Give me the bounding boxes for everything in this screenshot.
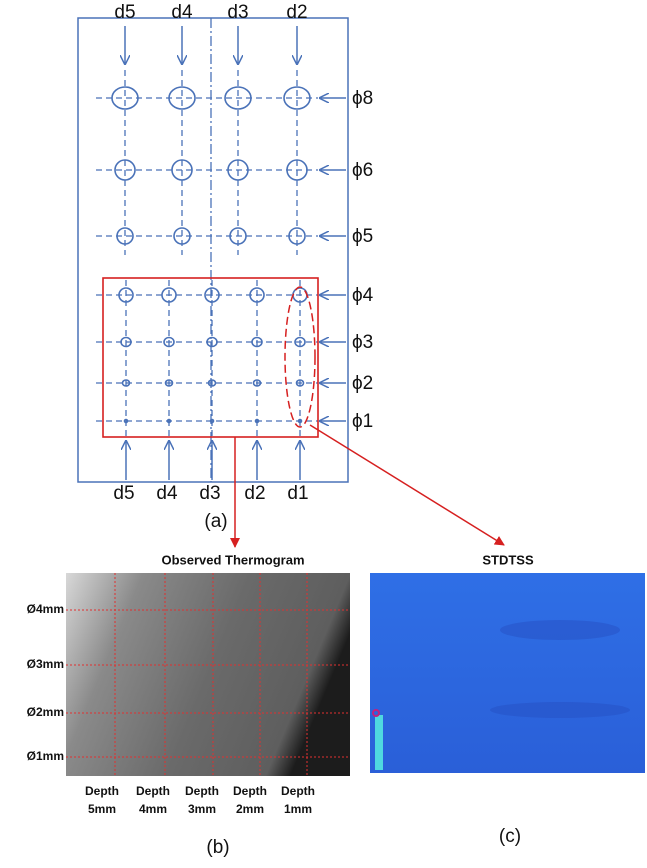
- row-label: Ø3mm: [27, 657, 64, 671]
- defect-shade: [490, 702, 630, 718]
- column-label: Depth: [281, 784, 315, 798]
- row-label: ϕ6: [352, 160, 373, 181]
- hole: [283, 86, 311, 110]
- column-label: d3: [227, 2, 248, 23]
- hole: [111, 86, 139, 110]
- column-label: d3: [199, 483, 220, 504]
- row-label: Ø4mm: [27, 602, 64, 616]
- row-label: ϕ4: [352, 285, 374, 306]
- stdtss-image: [370, 573, 645, 773]
- row-label: Ø2mm: [27, 705, 64, 719]
- column-label: d5: [114, 2, 135, 23]
- panel-a-geometry: ϕ8 ϕ6 ϕ5 ϕ4 ϕ3 ϕ2 ϕ1 d5 d4 d3 d2 d5 d4 d3 d2 d1: [96, 2, 374, 504]
- hole: [120, 336, 132, 348]
- column-label: Depth: [85, 784, 119, 798]
- column-label: d2: [244, 483, 265, 504]
- hole: [168, 86, 196, 110]
- defect-shade: [500, 620, 620, 640]
- hole: [206, 336, 218, 348]
- row-label: Ø1mm: [27, 749, 64, 763]
- column-label: 4mm: [139, 802, 167, 816]
- row-label: ϕ2: [352, 373, 373, 394]
- hole: [163, 336, 175, 348]
- caption: (a): [204, 511, 227, 532]
- row-label: ϕ8: [352, 88, 373, 109]
- red-arrow: [309, 424, 505, 546]
- column-label: d4: [171, 2, 193, 23]
- panel-b-geometry: Ø4mm Ø3mm Ø2mm Ø1mm Depth 5mm Depth 4mm Depth 3mm…: [27, 573, 350, 816]
- row-label: ϕ1: [352, 411, 373, 432]
- thermogram-image: [66, 573, 350, 776]
- panel-title: Observed Thermogram: [161, 552, 304, 567]
- caption: (b): [206, 837, 229, 858]
- edge-artifact: [372, 709, 380, 717]
- row-label: ϕ5: [352, 226, 373, 247]
- panel-a-frame: [77, 17, 349, 483]
- column-label: d2: [286, 2, 307, 23]
- column-label: 2mm: [236, 802, 264, 816]
- red-box: [102, 277, 319, 438]
- column-label: d5: [113, 483, 134, 504]
- column-label: d4: [156, 483, 178, 504]
- red-ellipse: [284, 286, 316, 428]
- panel-title: STDTSS: [482, 552, 534, 567]
- column-label: Depth: [136, 784, 170, 798]
- hole: [224, 86, 252, 110]
- column-label: Depth: [185, 784, 219, 798]
- column-label: d1: [287, 483, 308, 504]
- hole: [251, 336, 263, 348]
- column-label: 5mm: [88, 802, 116, 816]
- hole: [294, 336, 306, 348]
- edge-artifact: [375, 715, 383, 770]
- column-label: 3mm: [188, 802, 216, 816]
- caption: (c): [499, 826, 521, 847]
- column-label: Depth: [233, 784, 267, 798]
- column-label: 1mm: [284, 802, 312, 816]
- row-label: ϕ3: [352, 332, 373, 353]
